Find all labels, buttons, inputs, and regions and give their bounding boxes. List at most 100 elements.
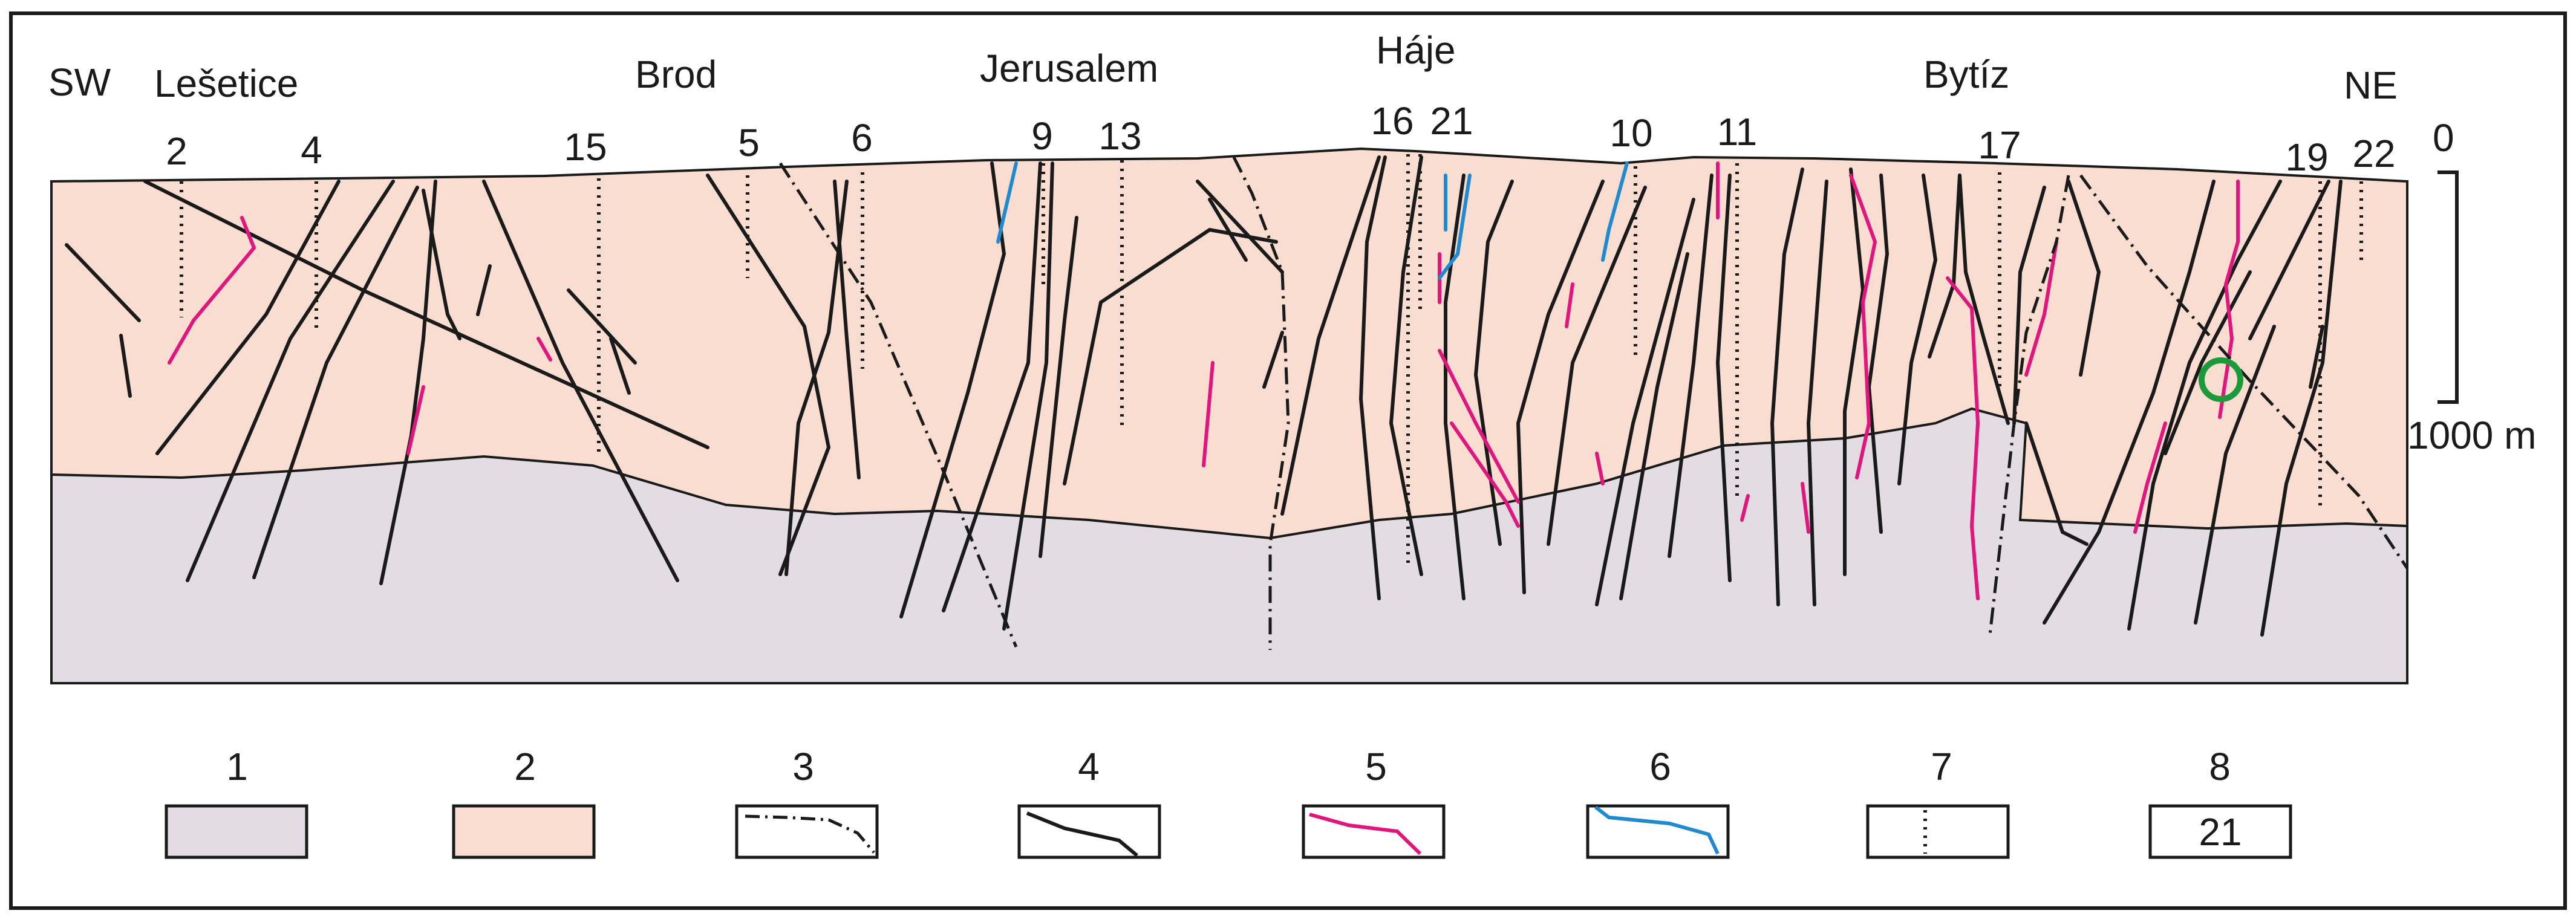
end-label-ne: NE bbox=[2344, 63, 2398, 107]
fault bbox=[379, 180, 437, 585]
legend-number: 7 bbox=[1931, 745, 1952, 788]
fault bbox=[942, 161, 1042, 612]
shaft-number: 21 bbox=[1430, 99, 1473, 143]
legend-item-4: 4 bbox=[1017, 745, 1161, 859]
legend-number: 2 bbox=[514, 745, 536, 788]
blue-line bbox=[1601, 161, 1629, 262]
fault bbox=[2127, 180, 2282, 631]
shaft-number: 10 bbox=[1609, 111, 1652, 155]
fault bbox=[422, 189, 461, 340]
shaft-number: 9 bbox=[1031, 114, 1053, 158]
shaft-number: 16 bbox=[1371, 99, 1414, 143]
magenta-line bbox=[2133, 421, 2167, 534]
fault bbox=[1516, 180, 1605, 594]
scale-bottom-label: 1000 m bbox=[2407, 414, 2536, 457]
legend-swatch-upper-unit bbox=[452, 804, 596, 859]
shaft-number: 11 bbox=[1717, 110, 1757, 154]
fault bbox=[2248, 180, 2330, 340]
fault bbox=[2309, 325, 2324, 389]
dash-dot-line bbox=[2079, 174, 2409, 570]
fault bbox=[1063, 227, 1278, 485]
legend-number: 4 bbox=[1078, 745, 1100, 788]
blue-structures bbox=[996, 161, 1629, 280]
fault bbox=[1715, 174, 1732, 582]
legend-item-1: 1 bbox=[165, 745, 308, 859]
legend-dash-dot-line bbox=[745, 814, 875, 854]
magenta-structures bbox=[168, 161, 2240, 600]
locality-brod: Brod bbox=[635, 53, 717, 96]
legend: 1 2 3 4 5 6 7 bbox=[165, 745, 2292, 859]
legend-swatch-box bbox=[1866, 804, 2010, 859]
green-circle-marker bbox=[2199, 357, 2243, 402]
magenta-line bbox=[1595, 452, 1605, 485]
fault bbox=[2067, 180, 2101, 377]
magenta-line bbox=[536, 337, 552, 362]
legend-black-line bbox=[1026, 811, 1138, 857]
fault bbox=[2194, 325, 2276, 625]
dash-dot-lines bbox=[778, 156, 2409, 650]
legend-number: 1 bbox=[226, 745, 248, 788]
legend-number: 6 bbox=[1649, 745, 1671, 788]
fault bbox=[1770, 167, 1804, 606]
magenta-line bbox=[1801, 482, 1810, 534]
shaft-number: 22 bbox=[2352, 132, 2395, 175]
fault bbox=[65, 243, 141, 322]
dash-dot-line bbox=[1232, 156, 1290, 650]
fault bbox=[706, 174, 831, 576]
legend-item-3: 3 bbox=[735, 745, 879, 859]
shaft-number: 13 bbox=[1098, 114, 1141, 158]
fault bbox=[1547, 186, 1647, 546]
legend-swatch-box bbox=[2148, 804, 2292, 859]
locality-jerusalem: Jerusalem bbox=[980, 47, 1158, 90]
section-labels: SW Lešetice Brod Jerusalem Háje Bytíz NE… bbox=[48, 28, 2536, 457]
end-label-sw: SW bbox=[48, 60, 111, 104]
shaft-number: 19 bbox=[2285, 135, 2328, 179]
legend-blue-line bbox=[1594, 805, 1720, 855]
legend-item-2: 2 bbox=[452, 745, 596, 859]
fault bbox=[1262, 331, 1284, 389]
shaft-number: 6 bbox=[851, 116, 873, 160]
magenta-line bbox=[1849, 174, 1877, 479]
blue-line bbox=[1438, 174, 1472, 280]
fault bbox=[476, 264, 492, 316]
black-faults bbox=[65, 155, 2343, 637]
legend-number: 3 bbox=[792, 745, 814, 788]
magenta-line bbox=[2024, 240, 2058, 377]
legend-swatch-box bbox=[1302, 804, 1446, 859]
legend-item-6: 6 bbox=[1586, 745, 1730, 859]
fault bbox=[833, 180, 861, 479]
legend-swatch-lower-unit bbox=[165, 804, 308, 859]
magenta-line bbox=[168, 216, 256, 365]
scale-top-label: 0 bbox=[2433, 116, 2454, 160]
magenta-line bbox=[1565, 282, 1574, 328]
fault bbox=[252, 186, 419, 579]
fault bbox=[2164, 270, 2252, 455]
magenta-line bbox=[1202, 361, 1215, 467]
shaft-number: 15 bbox=[564, 125, 607, 169]
legend-number: 5 bbox=[1365, 745, 1387, 788]
legend-item-7: 7 bbox=[1866, 745, 2010, 859]
legend-magenta-line bbox=[1309, 813, 1422, 855]
fault bbox=[1280, 155, 1381, 516]
dash-dot-line bbox=[1988, 175, 2070, 635]
legend-swatch-box bbox=[1017, 804, 1161, 859]
locality-lesetice: Lešetice bbox=[154, 62, 298, 105]
fault bbox=[1358, 155, 1387, 600]
fault bbox=[119, 334, 132, 398]
fault bbox=[1389, 155, 1423, 576]
magenta-line bbox=[1438, 349, 1520, 504]
fault bbox=[1002, 161, 1054, 631]
legend-item-8: 8 21 bbox=[2148, 745, 2292, 859]
dash-dot-line bbox=[778, 162, 1018, 648]
fault bbox=[1668, 174, 1714, 558]
fault bbox=[2012, 186, 2046, 425]
fault bbox=[1039, 216, 1078, 558]
legend-swatch-box bbox=[735, 804, 879, 859]
fault bbox=[1843, 167, 1865, 576]
legend-label-example: 21 bbox=[2199, 810, 2242, 854]
fault bbox=[482, 180, 679, 582]
fault bbox=[784, 180, 849, 576]
fault bbox=[1196, 180, 1284, 274]
fault bbox=[1619, 252, 1689, 600]
